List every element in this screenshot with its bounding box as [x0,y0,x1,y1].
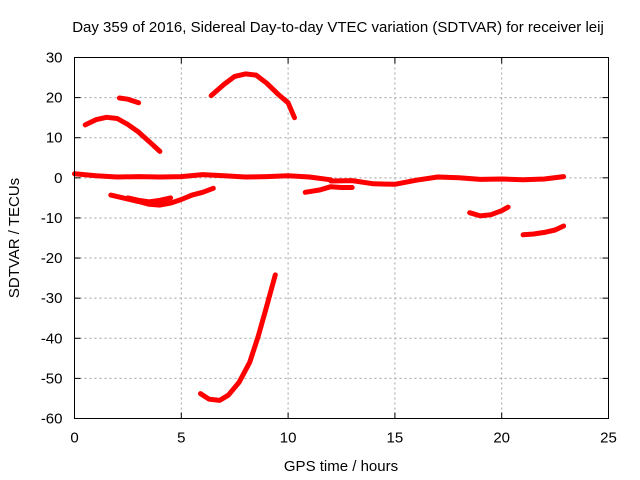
y-tick-label: 30 [46,50,63,67]
plot-frame [74,57,609,419]
data-series [72,71,567,403]
x-tick-label: 25 [600,430,617,447]
y-tick-label: -20 [41,250,63,267]
axis-ticks [74,57,609,419]
series-arc-2 [116,95,142,106]
series-arc-7 [328,174,567,187]
series-arc-9 [467,204,511,219]
y-tick-label: 0 [54,170,62,187]
series-arc-1 [82,114,163,154]
x-tick-label: 10 [280,430,297,447]
chart-title: Day 359 of 2016, Sidereal Day-to-day VTE… [72,19,604,36]
series-arc-10 [520,223,567,238]
series-arc-6 [125,195,174,205]
y-tick-label: -50 [41,370,63,387]
x-tick-label: 20 [493,430,510,447]
y-tick-label: -40 [41,330,63,347]
series-arc-11 [198,272,278,403]
x-tick-label: 15 [387,430,404,447]
y-axis-title: SDTVAR / TECUs [6,178,23,298]
y-tick-labels: -60 -50 -40 -30 -20 -10 0 10 20 30 [41,50,63,428]
y-tick-label: -60 [41,411,63,428]
grid [74,57,609,419]
y-tick-label: -30 [41,290,63,307]
series-arc-4 [72,171,334,183]
x-axis-title: GPS time / hours [284,458,398,475]
x-tick-label: 5 [177,430,185,447]
x-tick-label: 0 [70,430,78,447]
y-tick-label: 20 [46,90,63,107]
y-tick-label: -10 [41,210,63,227]
series-arc-8 [302,184,355,195]
x-tick-labels: 0 5 10 15 20 25 [70,430,617,447]
series-arc-3 [208,71,297,121]
y-tick-label: 10 [46,130,63,147]
